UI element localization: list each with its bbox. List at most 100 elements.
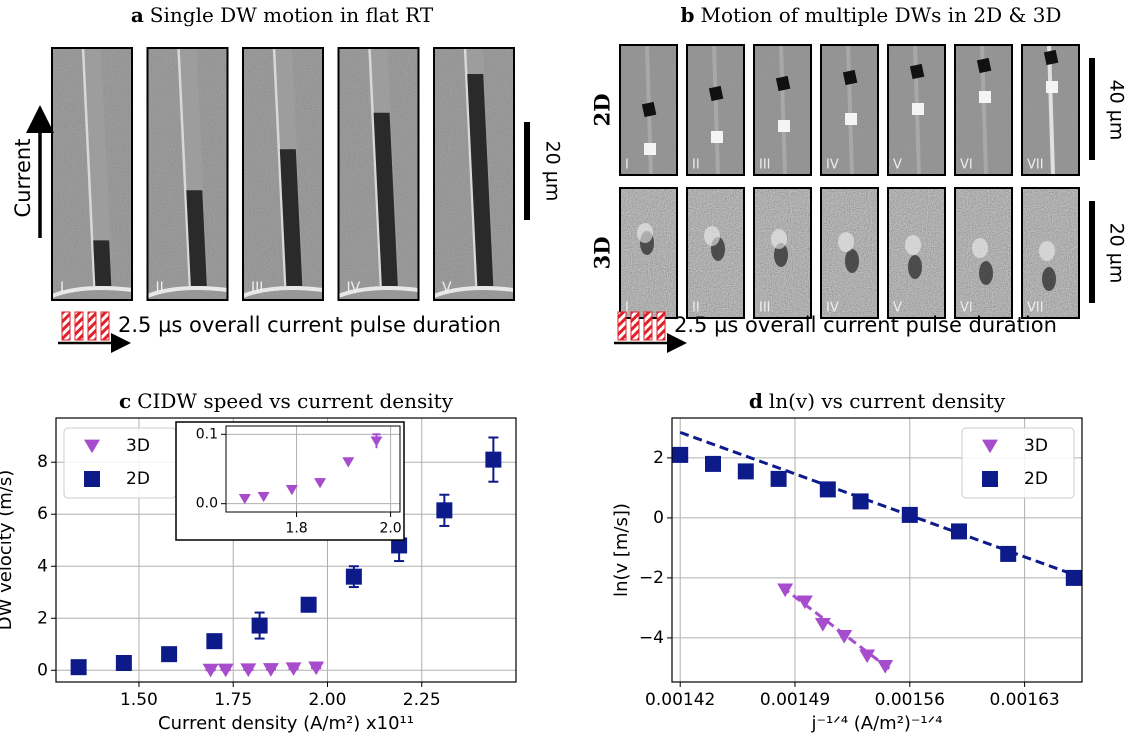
domain: [467, 73, 494, 287]
wire: [1047, 44, 1055, 176]
domain-dark: [774, 243, 788, 267]
frame-label: I: [60, 280, 64, 296]
triangle-point: [370, 436, 383, 447]
square-point: [115, 655, 132, 672]
panel-title-text: Motion of multiple DWs in 2D & 3D: [700, 3, 1061, 27]
wire-edge: [81, 47, 96, 287]
domain: [279, 149, 303, 286]
pulse-label: 2.5 µs overall current pulse duration: [674, 313, 1057, 337]
square-point: [206, 633, 223, 650]
legend-label: 2D: [126, 469, 150, 489]
image-border: [753, 44, 812, 176]
domain-bright: [845, 113, 857, 125]
square-point: [1065, 569, 1082, 586]
domain-bright: [1046, 81, 1058, 93]
panel-letter: a: [131, 3, 144, 27]
triangle-point: [777, 583, 794, 598]
chart-title: d ln(v) vs current density: [749, 389, 1006, 413]
x-tick-label: 1.8: [285, 520, 307, 536]
triangle-point: [238, 494, 251, 505]
x-tick-label: 2.0: [379, 520, 401, 536]
legend-label: 3D: [126, 436, 150, 456]
pulse-bar: [656, 311, 666, 341]
row-label: 2D: [590, 94, 615, 127]
domain-bright: [912, 103, 924, 115]
triangle-point: [877, 660, 894, 674]
image-border: [337, 47, 420, 301]
image-border: [686, 44, 745, 176]
image-border: [242, 47, 324, 301]
domain-dark: [979, 261, 993, 285]
scale-label: 20 µm: [542, 141, 564, 202]
triangle-point: [308, 661, 325, 676]
square-point: [819, 481, 836, 498]
y-tick-label: 2: [37, 608, 48, 628]
x-tick-label: 0.00142: [645, 690, 715, 710]
legend-box: [961, 427, 1075, 499]
domain-bright: [972, 238, 988, 258]
domain-dark: [845, 249, 859, 273]
frame-label: V: [442, 280, 452, 296]
pulse-bar: [643, 311, 653, 341]
contact: [146, 286, 228, 298]
plot-frame: [671, 417, 1083, 683]
frame-label: III: [251, 280, 263, 296]
scale-label: 20 µm: [1106, 223, 1128, 284]
triangle-point: [342, 457, 355, 468]
square-point: [770, 470, 787, 487]
image-border: [619, 44, 678, 176]
domain-dark: [842, 69, 858, 86]
direction-label: Current: [11, 139, 35, 218]
pulse-bar: [617, 311, 627, 341]
domain: [93, 240, 112, 286]
triangle-point: [202, 663, 219, 678]
x-tick-label: 2.25: [403, 690, 441, 710]
y-tick-label: 4: [37, 556, 48, 576]
scale-bar: [1089, 201, 1095, 303]
scale-bar: [1089, 58, 1095, 160]
y-tick-label: −2: [639, 568, 664, 588]
square-point: [1000, 545, 1017, 562]
frame-label: III: [759, 301, 771, 316]
wire-edge: [272, 47, 287, 287]
wire: [779, 44, 787, 176]
chart: 1.50 1.75 2.00 2.25 0 2 4 6 8 c CIDW speed vs curr…: [0, 389, 517, 734]
square-point: [705, 455, 721, 472]
frame-label: VII: [1027, 301, 1044, 316]
wire-edge: [177, 47, 192, 287]
domain-bright: [704, 226, 720, 246]
square-point: [901, 506, 918, 523]
square-point: [391, 537, 408, 554]
chart-title-text: CIDW speed vs current density: [137, 389, 454, 413]
domain-dark: [1042, 267, 1056, 291]
domain-bright: [771, 229, 787, 249]
square-point: [672, 446, 689, 463]
domain-dark: [908, 255, 922, 279]
frame-label: II: [692, 158, 700, 173]
wire: [83, 48, 113, 286]
image-border: [954, 44, 1013, 176]
y-tick-label: 0: [37, 660, 48, 680]
x-axis-label: j⁻¹ᐟ⁴ (A/m²)⁻¹ᐟ⁴: [810, 713, 942, 734]
triangle-point: [859, 649, 876, 664]
chart-letter: c: [119, 389, 131, 413]
domain-dark: [1043, 49, 1059, 66]
pulse-bar: [630, 311, 640, 341]
scale-label: 40 µm: [1106, 80, 1128, 141]
contact: [337, 286, 419, 298]
y-tick-label: 0: [653, 508, 664, 528]
image-border: [820, 44, 879, 176]
image-border: [954, 187, 1013, 319]
pulse-bar: [87, 311, 97, 341]
legend-marker: [84, 439, 100, 454]
legend-label: 3D: [1024, 436, 1048, 456]
image-border: [1021, 44, 1080, 176]
scale-bar: [524, 122, 530, 220]
plot: [672, 430, 1082, 674]
plot: [70, 436, 502, 678]
triangle-point: [814, 618, 831, 632]
image-border: [146, 47, 229, 301]
square-point: [485, 451, 502, 468]
chart-title-text: ln(v) vs current density: [769, 389, 1006, 413]
